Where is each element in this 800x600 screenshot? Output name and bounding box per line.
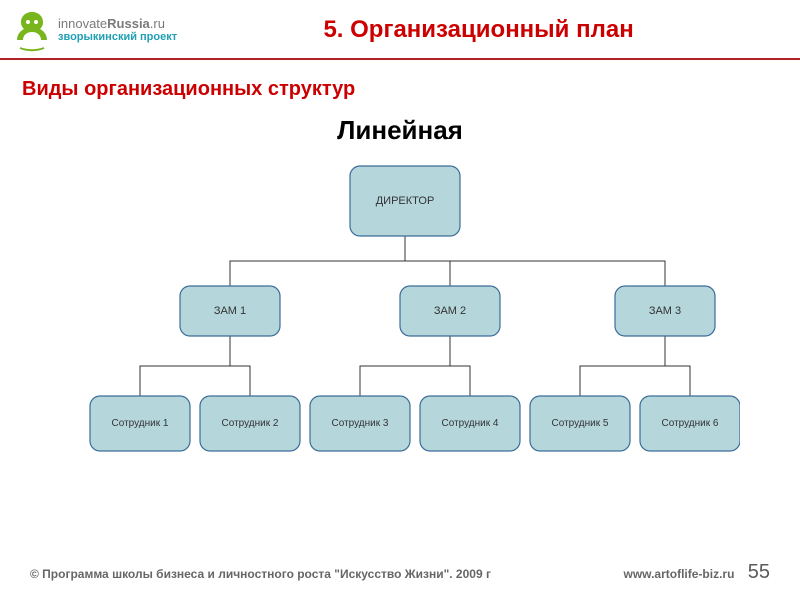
org-node-zam3: ЗАМ 3 — [615, 286, 715, 336]
org-edge — [360, 336, 450, 396]
org-node-label: Сотрудник 4 — [442, 418, 499, 429]
org-edge — [230, 336, 250, 396]
org-node-s6: Сотрудник 6 — [640, 396, 740, 451]
logo-line1-pre: innovate — [58, 16, 107, 31]
logo-text: innovateRussia.ru зворыкинский проект — [58, 17, 177, 43]
org-node-label: ЗАМ 2 — [434, 305, 466, 317]
org-node-zam2: ЗАМ 2 — [400, 286, 500, 336]
org-node-label: Сотрудник 2 — [222, 418, 279, 429]
org-node-label: Сотрудник 1 — [112, 418, 169, 429]
footer-url: www.artoflife-biz.ru — [624, 567, 735, 581]
chart-title: Линейная — [0, 115, 800, 146]
footer: © Программа школы бизнеса и личностного … — [0, 561, 800, 584]
logo-line2: зворыкинский проект — [58, 31, 177, 43]
org-node-s4: Сотрудник 4 — [420, 396, 520, 451]
header: innovateRussia.ru зворыкинский проект 5.… — [0, 0, 800, 60]
logo-line1-bold: Russia — [107, 16, 150, 31]
page-title: 5. Организационный план — [177, 16, 780, 44]
org-edge — [230, 236, 405, 286]
logo: innovateRussia.ru зворыкинский проект — [12, 8, 177, 52]
org-node-label: Сотрудник 5 — [552, 418, 609, 429]
monkey-icon — [12, 8, 52, 52]
org-edge — [405, 236, 665, 286]
org-node-s1: Сотрудник 1 — [90, 396, 190, 451]
subtitle: Виды организационных структур — [22, 78, 800, 101]
org-chart: ДИРЕКТОР ЗАМ 1 ЗАМ 2 ЗАМ 3 Сотрудник 1 Сотруд… — [60, 156, 740, 476]
org-node-label: Сотрудник 3 — [332, 418, 389, 429]
footer-copyright: © Программа школы бизнеса и личностного … — [30, 567, 491, 581]
org-node-s5: Сотрудник 5 — [530, 396, 630, 451]
org-edge — [450, 336, 470, 396]
org-node-label: ДИРЕКТОР — [376, 195, 435, 207]
logo-line1-suf: .ru — [150, 16, 165, 31]
org-node-s3: Сотрудник 3 — [310, 396, 410, 451]
org-edge — [140, 336, 230, 396]
org-edge — [665, 336, 690, 396]
org-edge — [580, 336, 665, 396]
org-node-label: ЗАМ 1 — [214, 305, 246, 317]
page-number: 55 — [748, 561, 770, 583]
org-node-dir: ДИРЕКТОР — [350, 166, 460, 236]
org-node-s2: Сотрудник 2 — [200, 396, 300, 451]
org-node-label: Сотрудник 6 — [662, 418, 719, 429]
org-node-zam1: ЗАМ 1 — [180, 286, 280, 336]
org-node-label: ЗАМ 3 — [649, 305, 681, 317]
